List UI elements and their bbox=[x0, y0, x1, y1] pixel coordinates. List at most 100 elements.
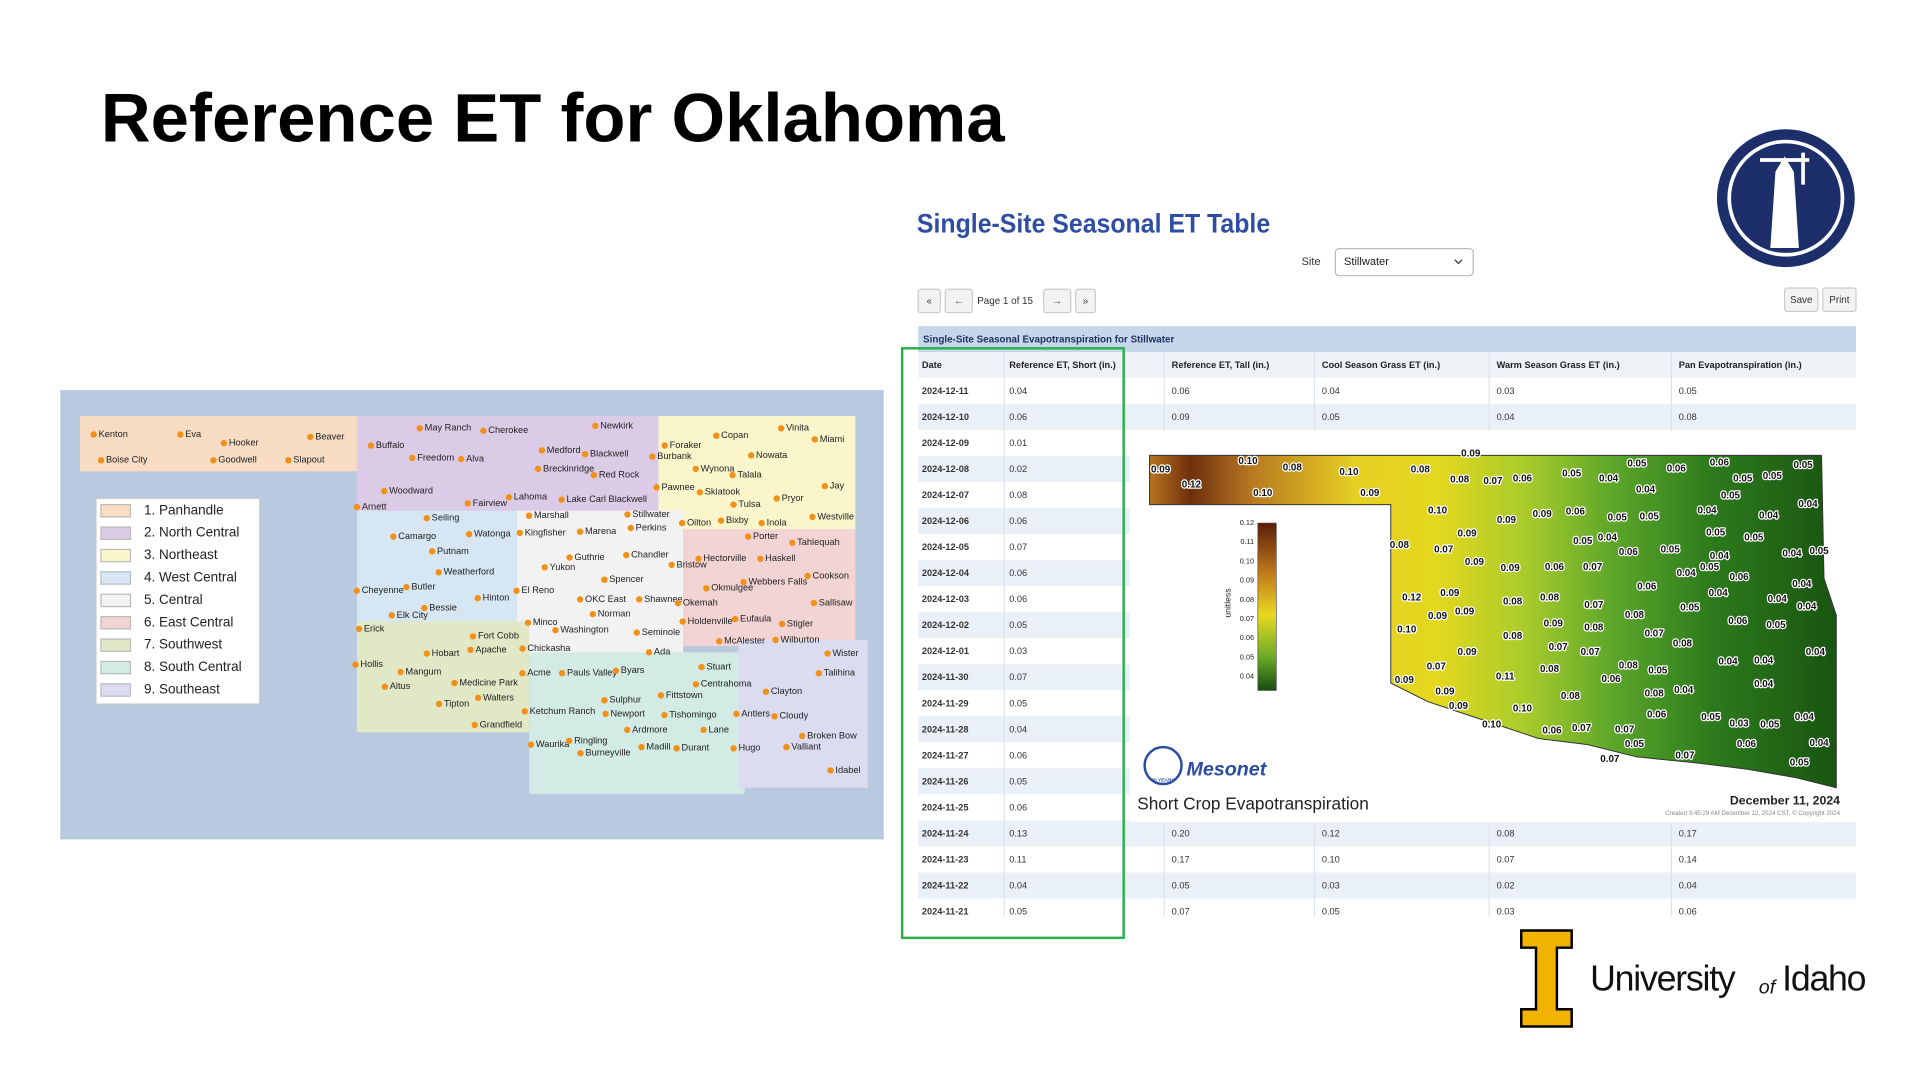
pager-button[interactable] bbox=[1075, 288, 1097, 314]
action-button[interactable] bbox=[1784, 287, 1819, 313]
station-label: Butler bbox=[411, 582, 435, 592]
station-dot bbox=[824, 650, 831, 657]
station-label: Fairview bbox=[473, 498, 508, 508]
region-east-central bbox=[683, 529, 856, 647]
table-cell: 0.04 bbox=[1009, 880, 1027, 890]
station-label: Sulphur bbox=[609, 695, 641, 705]
et-value: 0.08 bbox=[1540, 593, 1560, 604]
pager-symbol[interactable]: » bbox=[1083, 296, 1089, 307]
station-label: Erick bbox=[364, 623, 385, 633]
et-value: 0.06 bbox=[1602, 674, 1622, 685]
select-box[interactable] bbox=[1334, 248, 1474, 277]
date-cell: 2024-12-04 bbox=[922, 568, 970, 578]
station-label: Copan bbox=[721, 430, 748, 440]
action-label[interactable]: Print bbox=[1829, 295, 1849, 306]
station-label: Minco bbox=[533, 617, 558, 627]
station-label: Marshall bbox=[534, 510, 569, 520]
column-header: Reference ET, Short (in.) bbox=[1009, 360, 1116, 370]
et-value: 0.06 bbox=[1545, 562, 1565, 573]
et-value: 0.06 bbox=[1710, 457, 1730, 468]
et-value: 0.07 bbox=[1434, 545, 1454, 556]
et-value: 0.04 bbox=[1754, 679, 1774, 690]
table-caption: Single-Site Seasonal Evapotranspiration … bbox=[923, 334, 1174, 345]
table-cell: 0.07 bbox=[1009, 542, 1027, 552]
station-label: Blackwell bbox=[590, 449, 628, 459]
table-cell: 0.04 bbox=[1322, 386, 1340, 396]
et-value: 0.10 bbox=[1339, 467, 1359, 478]
station-label: Goodwell bbox=[218, 455, 256, 465]
station-dot bbox=[457, 455, 465, 463]
table-cell: 0.10 bbox=[1322, 854, 1340, 864]
mesonet-badge-text: 30 YEARS bbox=[1151, 778, 1175, 784]
et-value: 0.04 bbox=[1797, 601, 1817, 612]
station-label: Talala bbox=[737, 470, 762, 480]
station-dot bbox=[758, 519, 765, 527]
station-dot bbox=[757, 555, 764, 562]
pager-symbol[interactable]: ← bbox=[954, 296, 964, 307]
station-label: Westville bbox=[817, 511, 854, 521]
station-dot bbox=[627, 524, 634, 532]
station-label: El Reno bbox=[521, 585, 554, 595]
legend-label: 6. East Central bbox=[144, 614, 233, 629]
station-dot bbox=[661, 711, 668, 719]
station-label: Kingfisher bbox=[525, 527, 566, 537]
colorbar-tick: 0.06 bbox=[1240, 633, 1254, 642]
station-label: Guthrie bbox=[574, 552, 604, 562]
pager-symbol[interactable]: → bbox=[1052, 296, 1062, 307]
station-label: Sallisaw bbox=[819, 598, 853, 608]
table-cell: 0.05 bbox=[1009, 620, 1027, 630]
station-dot bbox=[353, 587, 361, 594]
select-value[interactable]: Stillwater bbox=[1344, 256, 1389, 268]
station-dot bbox=[220, 439, 228, 447]
et-value: 0.03 bbox=[1730, 718, 1750, 729]
station-dot bbox=[474, 594, 481, 602]
table-title: Single-Site Seasonal ET Table bbox=[917, 207, 1270, 238]
station-label: Lake Carl Blackwell bbox=[567, 494, 647, 504]
action-label[interactable]: Save bbox=[1790, 295, 1813, 306]
station-dot bbox=[409, 454, 416, 462]
table-cell: 0.07 bbox=[1009, 672, 1027, 682]
pager-button[interactable] bbox=[917, 288, 941, 314]
station-dot bbox=[421, 604, 428, 612]
table-cell: 0.03 bbox=[1497, 907, 1515, 917]
station-label: Slapout bbox=[293, 455, 325, 465]
pager-symbol[interactable]: « bbox=[926, 296, 932, 307]
station-label: Burneyville bbox=[585, 748, 630, 758]
station-label: Cherokee bbox=[488, 425, 528, 435]
station-dot bbox=[519, 645, 526, 652]
station-dot bbox=[661, 442, 668, 449]
date-cell: 2024-12-06 bbox=[922, 516, 969, 526]
table-cell: 0.08 bbox=[1679, 412, 1697, 422]
table-cell: 0.06 bbox=[1009, 516, 1027, 526]
colorbar-tick: 0.05 bbox=[1240, 652, 1254, 661]
station-dot bbox=[698, 663, 705, 671]
station-dot bbox=[653, 484, 660, 491]
station-label: Spencer bbox=[609, 574, 643, 584]
station-label: Seiling bbox=[432, 513, 460, 523]
station-dot bbox=[519, 670, 526, 677]
et-value: 0.05 bbox=[1680, 603, 1700, 614]
pager-button[interactable] bbox=[944, 288, 973, 314]
station-dot bbox=[827, 767, 834, 774]
et-value: 0.09 bbox=[1458, 647, 1478, 658]
station-dot bbox=[285, 457, 292, 464]
station-dot bbox=[471, 721, 478, 729]
action-button[interactable] bbox=[1822, 287, 1857, 313]
date-cell: 2024-11-29 bbox=[922, 698, 969, 708]
et-value: 0.04 bbox=[1710, 551, 1730, 562]
station-label: Wynona bbox=[701, 463, 736, 473]
legend-swatch bbox=[100, 571, 132, 585]
site-select[interactable]: Stillwater bbox=[1334, 248, 1474, 277]
et-value: 0.09 bbox=[1465, 557, 1485, 568]
legend-swatch bbox=[100, 683, 132, 697]
pager-button[interactable] bbox=[1043, 288, 1072, 314]
station-dot bbox=[590, 471, 598, 479]
table-cell: 0.09 bbox=[1172, 412, 1190, 422]
station-label: Vinita bbox=[786, 423, 810, 433]
et-value: 0.05 bbox=[1794, 460, 1814, 471]
et-value: 0.08 bbox=[1619, 660, 1639, 671]
station-label: Altus bbox=[390, 681, 411, 691]
station-label: Tulsa bbox=[738, 499, 761, 509]
table-cell: 0.07 bbox=[1497, 854, 1515, 864]
table-cell: 0.13 bbox=[1009, 828, 1027, 838]
